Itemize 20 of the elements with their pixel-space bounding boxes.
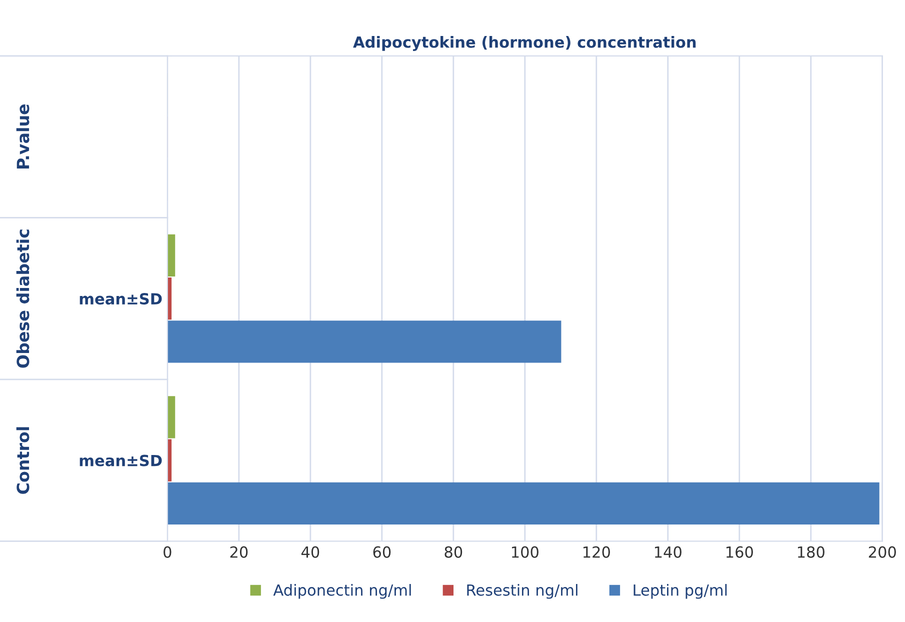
legend-label: Adiponectin ng/ml	[273, 584, 411, 599]
x-tick-label: 60	[373, 546, 391, 558]
x-tick-label: 200	[868, 546, 896, 558]
x-tick-label: 120	[583, 546, 610, 558]
legend-label: Leptin pg/ml	[634, 584, 727, 599]
text: P.value	[16, 104, 30, 169]
x-tick-label: 160	[726, 546, 753, 558]
y-tick-label: mean±SD	[80, 454, 162, 466]
x-tick-label: 20	[230, 546, 248, 558]
x-tick-label: 100	[512, 546, 538, 558]
x-tick-label: 40	[301, 546, 320, 558]
x-tick-label: 0	[164, 546, 172, 558]
chart-title: Adipocytokine (hormone) concentration	[353, 36, 696, 51]
x-tick-label: 140	[654, 546, 682, 558]
x-tick-label: 80	[444, 546, 462, 558]
text: Obese diabetic	[16, 230, 30, 368]
legend-label: Resestin ng/ml	[467, 584, 578, 599]
y-tick-label: mean±SD	[80, 293, 162, 305]
text: Control	[16, 427, 30, 494]
x-tick-label: 180	[798, 546, 824, 558]
